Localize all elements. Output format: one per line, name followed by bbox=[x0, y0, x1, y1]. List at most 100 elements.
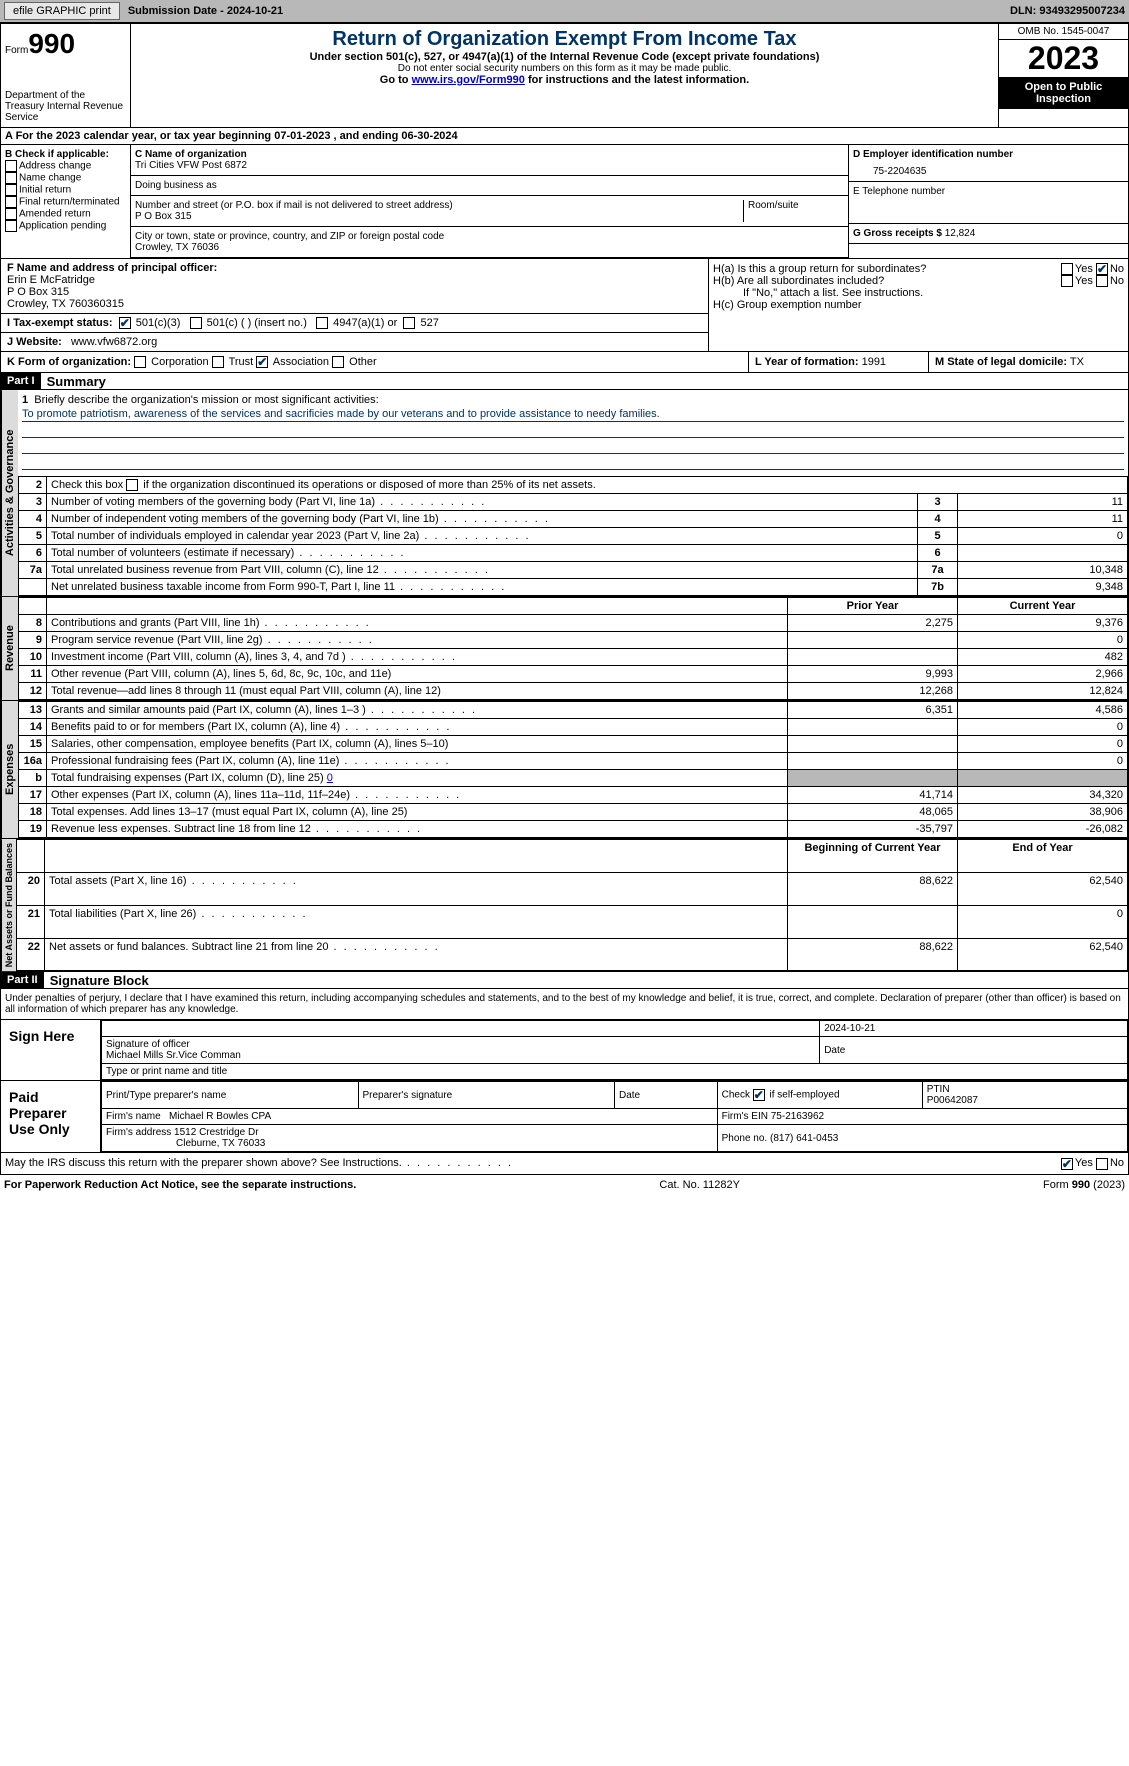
org-city: Crowley, TX 76036 bbox=[135, 242, 844, 253]
cb-corp[interactable] bbox=[134, 356, 146, 368]
officer-addr2: Crowley, TX 760360315 bbox=[7, 298, 124, 310]
cb-name-change[interactable] bbox=[5, 172, 17, 184]
expense-table: 13Grants and similar amounts paid (Part … bbox=[18, 701, 1128, 838]
cb-501c[interactable] bbox=[190, 317, 202, 329]
vtab-netassets: Net Assets or Fund Balances bbox=[1, 839, 16, 971]
line10-prior bbox=[788, 649, 958, 666]
line11-desc: Other revenue (Part VIII, column (A), li… bbox=[47, 666, 788, 683]
state-domicile: TX bbox=[1070, 356, 1084, 368]
cb-501c3[interactable] bbox=[119, 317, 131, 329]
line13-prior: 6,351 bbox=[788, 702, 958, 719]
line17-prior: 41,714 bbox=[788, 787, 958, 804]
submission-date: Submission Date - 2024-10-21 bbox=[128, 5, 283, 17]
efile-print-button[interactable]: efile GRAPHIC print bbox=[4, 2, 120, 20]
col-h: H(a) Is this a group return for subordin… bbox=[708, 259, 1128, 351]
cb-ha-no[interactable] bbox=[1096, 263, 1108, 275]
form-number: 990 bbox=[28, 28, 75, 59]
hc-label: H(c) Group exemption number bbox=[713, 299, 1124, 311]
sig-officer-label: Signature of officer bbox=[106, 1039, 190, 1050]
part1-rev-section: Revenue Prior YearCurrent Year 8Contribu… bbox=[0, 597, 1129, 701]
line18-curr: 38,906 bbox=[958, 804, 1128, 821]
ssn-warning: Do not enter social security numbers on … bbox=[135, 63, 994, 74]
cb-self-employed[interactable] bbox=[753, 1089, 765, 1101]
cb-label: Address change bbox=[19, 161, 91, 172]
line22-boy: 88,622 bbox=[788, 938, 958, 971]
line18-prior: 48,065 bbox=[788, 804, 958, 821]
cb-527[interactable] bbox=[403, 317, 415, 329]
form990-link[interactable]: www.irs.gov/Form990 bbox=[412, 74, 525, 86]
cb-initial-return[interactable] bbox=[5, 184, 17, 196]
cb-final-return[interactable] bbox=[5, 196, 17, 208]
row-a-tax-year: A For the 2023 calendar year, or tax yea… bbox=[0, 128, 1129, 145]
line21-desc: Total liabilities (Part X, line 26) bbox=[45, 905, 788, 938]
yes-label: Yes bbox=[1075, 1157, 1093, 1169]
line20-boy: 88,622 bbox=[788, 873, 958, 906]
cb-assoc[interactable] bbox=[256, 356, 268, 368]
line12-curr: 12,824 bbox=[958, 683, 1128, 700]
cb-label: Name change bbox=[19, 173, 81, 184]
line2-prefix: Check this box bbox=[51, 479, 123, 491]
prep-name-label: Print/Type preparer's name bbox=[102, 1082, 359, 1109]
gross-label: G Gross receipts $ bbox=[853, 228, 942, 239]
cb-address-change[interactable] bbox=[5, 160, 17, 172]
line10-desc: Investment income (Part VIII, column (A)… bbox=[47, 649, 788, 666]
tax-status-label: I Tax-exempt status: bbox=[7, 317, 113, 329]
revenue-table: Prior YearCurrent Year 8Contributions an… bbox=[18, 597, 1128, 700]
paid-preparer-section: Paid Preparer Use Only Print/Type prepar… bbox=[0, 1081, 1129, 1153]
part2-header: Part II Signature Block bbox=[0, 972, 1129, 989]
self-emp-label: if self-employed bbox=[770, 1090, 840, 1101]
hb-label: H(b) Are all subordinates included? bbox=[713, 275, 953, 287]
m-label: M State of legal domicile: bbox=[935, 356, 1067, 368]
part1-title: Summary bbox=[47, 374, 106, 389]
line19-desc: Revenue less expenses. Subtract line 18 … bbox=[47, 821, 788, 838]
line20-eoy: 62,540 bbox=[958, 873, 1128, 906]
cb-amended[interactable] bbox=[5, 208, 17, 220]
form-footer-label: Form bbox=[1043, 1179, 1072, 1191]
line10-curr: 482 bbox=[958, 649, 1128, 666]
goto-prefix: Go to bbox=[380, 74, 409, 86]
netassets-table: Beginning of Current YearEnd of Year 20T… bbox=[16, 839, 1128, 971]
cb-hb-yes[interactable] bbox=[1061, 275, 1073, 287]
line4-val: 11 bbox=[958, 511, 1128, 528]
line11-prior: 9,993 bbox=[788, 666, 958, 683]
cb-hb-no[interactable] bbox=[1096, 275, 1108, 287]
cb-trust[interactable] bbox=[212, 356, 224, 368]
org-name: Tri Cities VFW Post 6872 bbox=[135, 160, 844, 171]
discuss-row: May the IRS discuss this return with the… bbox=[0, 1153, 1129, 1174]
year-formation: 1991 bbox=[862, 356, 886, 368]
501c3-label: 501(c)(3) bbox=[136, 317, 181, 329]
line16b-val[interactable]: 0 bbox=[327, 772, 333, 784]
line12-desc: Total revenue—add lines 8 through 11 (mu… bbox=[47, 683, 788, 700]
hdr-prior: Prior Year bbox=[788, 598, 958, 615]
firm-addr1: 1512 Crestridge Dr bbox=[174, 1127, 258, 1138]
line8-curr: 9,376 bbox=[958, 615, 1128, 632]
cb-app-pending[interactable] bbox=[5, 220, 17, 232]
cb-discuss-no[interactable] bbox=[1096, 1158, 1108, 1170]
line2-suffix: if the organization discontinued its ope… bbox=[143, 479, 596, 491]
cb-label: Final return/terminated bbox=[19, 197, 120, 208]
501c-label: 501(c) ( ) (insert no.) bbox=[207, 317, 307, 329]
cb-discuss-yes[interactable] bbox=[1061, 1158, 1073, 1170]
cb-discontinued[interactable] bbox=[126, 479, 138, 491]
line16a-prior bbox=[788, 753, 958, 770]
website-value: www.vfw6872.org bbox=[71, 336, 157, 348]
dln: DLN: 93493295007234 bbox=[1010, 5, 1125, 17]
line7a-desc: Total unrelated business revenue from Pa… bbox=[47, 562, 918, 579]
cb-other[interactable] bbox=[332, 356, 344, 368]
line13-desc: Grants and similar amounts paid (Part IX… bbox=[47, 702, 788, 719]
ein-label: D Employer identification number bbox=[853, 149, 1124, 160]
vtab-activities: Activities & Governance bbox=[1, 390, 18, 596]
pra-notice: For Paperwork Reduction Act Notice, see … bbox=[4, 1179, 356, 1191]
cb-4947[interactable] bbox=[316, 317, 328, 329]
line21-boy bbox=[788, 905, 958, 938]
cb-ha-yes[interactable] bbox=[1061, 263, 1073, 275]
section-fhij: F Name and address of principal officer:… bbox=[0, 259, 1129, 352]
omb-number: OMB No. 1545-0047 bbox=[999, 24, 1128, 40]
date-label: Date bbox=[820, 1037, 1128, 1064]
line19-curr: -26,082 bbox=[958, 821, 1128, 838]
officer-label: F Name and address of principal officer: bbox=[7, 262, 217, 274]
line21-eoy: 0 bbox=[958, 905, 1128, 938]
dba-label: Doing business as bbox=[135, 180, 844, 191]
ptin-value: P00642087 bbox=[927, 1095, 978, 1106]
form-header: Form990 Department of the Treasury Inter… bbox=[0, 23, 1129, 128]
